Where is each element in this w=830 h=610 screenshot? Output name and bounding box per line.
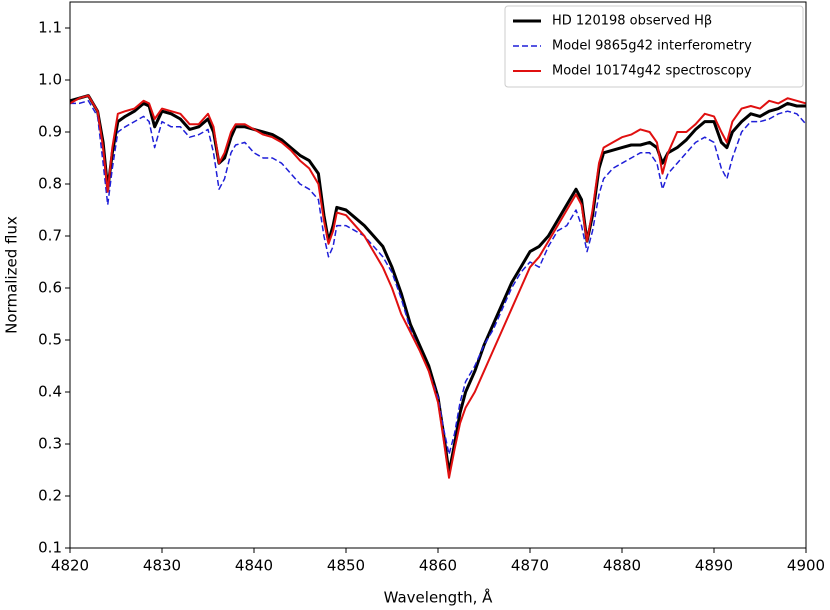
y-axis-label: Normalized flux: [3, 216, 21, 334]
x-tick-label: 4850: [327, 557, 365, 575]
series-line: [70, 94, 806, 479]
x-tick-label: 4890: [695, 557, 733, 575]
x-tick-label: 4820: [51, 557, 89, 575]
y-tick-label: 0.8: [38, 175, 62, 193]
x-tick-label: 4870: [511, 557, 549, 575]
x-axis-label: Wavelength, Å: [384, 588, 494, 607]
y-tick-label: 0.7: [38, 227, 62, 245]
legend: HD 120198 observed Hβ Model 9865g42 inter…: [504, 5, 804, 88]
y-tick-label: 1.0: [38, 71, 62, 89]
y-tick-label: 0.5: [38, 331, 62, 349]
series-line: [70, 100, 806, 456]
y-tick-label: 0.4: [38, 383, 62, 401]
y-tick-label: 0.1: [38, 539, 62, 557]
x-tick-label: 4830: [143, 557, 181, 575]
legend-label: Model 9865g42 interferometry: [552, 39, 752, 54]
legend-label: HD 120198 observed Hβ: [552, 14, 712, 29]
series-line: [70, 94, 806, 475]
legend-box: [504, 5, 804, 88]
y-tick-label: 1.1: [38, 19, 62, 37]
y-tick-label: 0.9: [38, 123, 62, 141]
y-tick-label: 0.6: [38, 279, 62, 297]
x-tick-label: 4880: [603, 557, 641, 575]
plot-frame: [69, 1, 807, 549]
x-tick-label: 4860: [419, 557, 457, 575]
y-tick-label: 0.3: [38, 435, 62, 453]
legend-label: Model 10174g42 spectroscopy: [552, 64, 752, 79]
x-tick-label: 4900: [787, 557, 825, 575]
y-tick-label: 0.2: [38, 487, 62, 505]
x-tick-label: 4840: [235, 557, 273, 575]
